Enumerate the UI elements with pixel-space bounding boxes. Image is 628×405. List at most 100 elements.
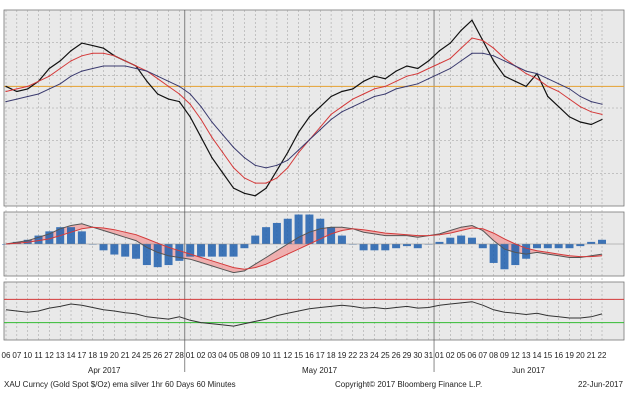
macd-histogram-bar — [413, 244, 422, 249]
price-panel-ema_fast-point — [254, 182, 256, 184]
macd-histogram-bar — [576, 244, 585, 247]
macd-histogram-bar — [240, 244, 249, 249]
price-panel-ema_fast-point — [384, 85, 386, 87]
macd-histogram-bar — [142, 244, 151, 266]
price-panel-price-point — [102, 47, 105, 49]
price-panel-price-point — [59, 60, 61, 62]
price-panel-price-point — [146, 80, 148, 82]
x-tick-label: 08 — [489, 351, 498, 360]
x-tick-label: 12 — [511, 351, 520, 360]
price-panel-ema_slow-point — [384, 93, 386, 95]
price-panel-ema_fast-point — [568, 98, 571, 100]
price-panel-ema_slow-point — [341, 111, 343, 113]
price-panel-price-point — [590, 123, 592, 126]
macd-histogram-bar — [207, 244, 216, 257]
x-tick-label: 25 — [381, 351, 390, 360]
macd-histogram-bar — [359, 244, 368, 251]
price-panel-ema_fast-point — [167, 85, 170, 87]
price-panel-ema_slow-point — [200, 106, 202, 108]
price-panel-ema_fast-point — [124, 60, 126, 62]
price-panel-price-point — [92, 45, 94, 47]
price-panel-price-point — [27, 88, 29, 90]
x-tick-label: 26 — [392, 351, 401, 360]
price-panel-ema_fast-point — [59, 67, 61, 70]
price-panel-ema_fast-point — [178, 93, 180, 95]
x-tick-label: 05 — [229, 351, 238, 360]
price-panel-price-point — [254, 195, 256, 197]
macd-histogram-bar — [229, 244, 238, 257]
macd-line — [5, 223, 603, 274]
x-tick-label: 09 — [500, 351, 509, 360]
price-panel-ema_slow-line — [5, 52, 603, 169]
price-panel-price-point — [276, 169, 278, 171]
price-panel-ema_slow-point — [222, 134, 224, 136]
x-tick-label: 19 — [337, 351, 346, 360]
price-panel-ema_slow-point — [395, 88, 397, 90]
x-tick-label: 25 — [142, 351, 151, 360]
price-panel-ema_slow-point — [319, 129, 321, 131]
price-panel-ema_slow-point — [189, 93, 191, 95]
price-panel-ema_fast-point — [341, 106, 343, 108]
macd-histogram-bar — [511, 244, 520, 266]
price-panel-ema_fast-point — [417, 73, 419, 75]
price-panel-price-point — [395, 70, 397, 72]
price-panel-ema_slow-point — [373, 95, 376, 98]
price-panel-ema_fast-point — [438, 62, 441, 65]
x-tick-label: 15 — [543, 351, 552, 360]
price-panel-ema_slow-point — [178, 85, 180, 87]
macd-histogram-bar — [370, 244, 379, 251]
x-tick-label: 10 — [262, 351, 271, 360]
footer-date: 22-Jun-2017 — [578, 380, 623, 389]
price-panel-ema_slow-point — [330, 118, 332, 121]
price-panel-ema_fast-point — [243, 177, 245, 179]
x-tick-label: 07 — [12, 351, 21, 360]
price-panel-price-point — [341, 90, 343, 93]
macd-histogram-bar — [554, 244, 563, 249]
price-panel-ema_slow-point — [471, 52, 473, 54]
price-panel-price-point — [428, 60, 430, 62]
macd-histogram-bar — [392, 244, 401, 249]
macd-histogram-bar — [316, 218, 325, 244]
x-tick-label: 22 — [348, 351, 357, 360]
price-panel-ema_fast-point — [319, 126, 321, 128]
price-panel-ema_slow-point — [167, 80, 170, 82]
x-tick-label: 18 — [327, 351, 336, 360]
macd-band — [6, 223, 602, 273]
price-panel-ema_fast-point — [536, 78, 538, 80]
price-panel-ema_slow-point — [157, 75, 159, 77]
x-tick-label: 13 — [522, 351, 531, 360]
price-panel-price-point — [157, 93, 159, 95]
price-panel-ema_slow-point — [482, 52, 484, 54]
price-panel-ema_slow-point — [146, 70, 148, 72]
price-panel-price-point — [308, 116, 311, 118]
price-panel-ema_slow-point — [48, 88, 50, 90]
x-tick-label: 08 — [240, 351, 249, 360]
price-panel-price-point — [5, 85, 7, 87]
x-tick-label: 24 — [132, 351, 141, 360]
price-panel-price-point — [287, 151, 289, 154]
price-panel-ema_slow-point — [568, 88, 571, 90]
price-panel-price-point — [70, 50, 72, 52]
x-tick-label: 17 — [77, 351, 86, 360]
price-panel-price-point — [525, 85, 527, 87]
price-panel-ema_slow-point — [460, 60, 462, 62]
macd-histogram-bar — [457, 235, 466, 244]
macd-histogram-bar — [500, 244, 509, 270]
price-panel-ema_slow-point — [438, 73, 441, 75]
price-panel-price-point — [352, 88, 354, 90]
price-panel-ema_slow-point — [92, 67, 94, 70]
price-panel-price-point — [503, 75, 506, 77]
x-tick-label: 14 — [533, 351, 542, 360]
macd-histogram-bar — [522, 244, 531, 259]
price-panel-ema_slow-point — [243, 157, 245, 159]
macd-histogram-bar — [565, 244, 574, 249]
x-tick-label: 16 — [554, 351, 563, 360]
price-panel-ema_fast-point — [330, 113, 332, 115]
price-panel-price-point — [363, 80, 365, 82]
price-panel-ema_slow-point — [59, 83, 61, 85]
price-panel-price-point — [438, 50, 441, 52]
price-panel-price-point — [178, 101, 180, 103]
price-panel-ema_slow-point — [102, 65, 105, 67]
price-panel-ema_fast-point — [157, 78, 159, 80]
